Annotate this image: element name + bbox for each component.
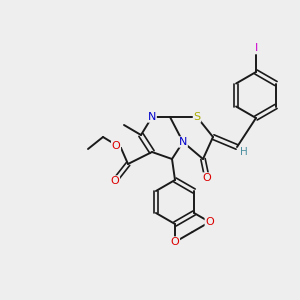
Text: S: S — [194, 112, 201, 122]
Text: O: O — [205, 217, 214, 227]
Text: N: N — [179, 137, 187, 147]
Text: H: H — [240, 147, 248, 157]
Text: I: I — [254, 43, 258, 53]
Text: N: N — [148, 112, 156, 122]
Text: O: O — [112, 141, 120, 151]
Text: O: O — [171, 237, 179, 247]
Text: O: O — [111, 176, 119, 186]
Text: O: O — [202, 173, 211, 183]
